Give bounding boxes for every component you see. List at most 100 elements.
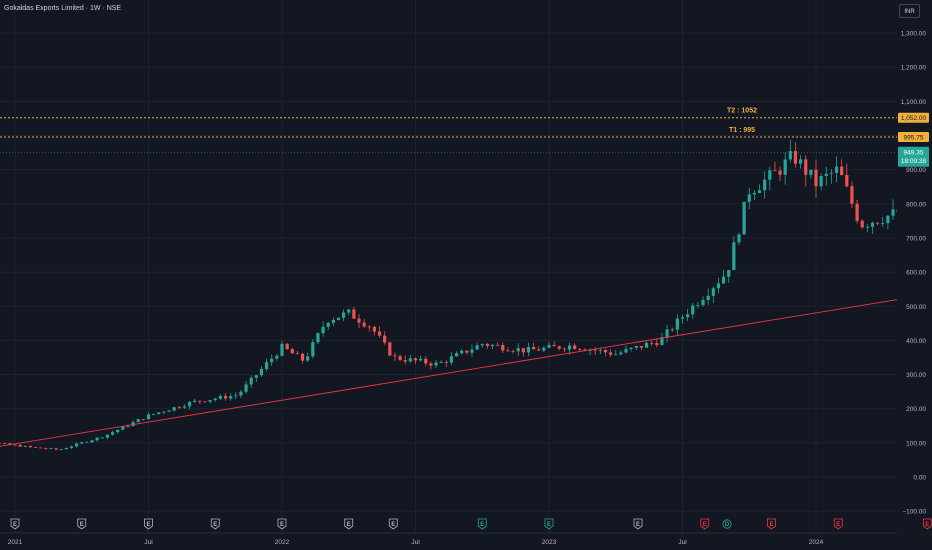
candle-body [624,349,628,353]
candle-body [54,448,58,450]
candle-body [680,317,685,319]
candle-body [0,443,2,445]
candle-body [691,305,695,315]
candle-body [644,342,649,348]
earnings-marker [833,518,843,530]
candle-body [198,400,202,402]
candle-body [413,358,418,361]
candle-body [131,422,135,426]
earnings-marker [633,518,643,530]
candle-body [162,411,166,413]
candle-body [311,342,315,357]
earnings-marker [544,518,554,530]
candle-body [187,401,192,407]
event-marker-letter: E [347,522,351,528]
current-price-tag [898,146,929,167]
candle-body [783,159,787,175]
candle-body [306,356,310,361]
candle-body [326,322,330,327]
candle-body [480,344,484,346]
candle-body [557,346,561,349]
event-marker-letter: E [80,522,84,528]
candle-body [105,434,110,438]
candle-body [75,443,79,447]
candle-body [403,359,407,362]
candle-body [264,362,269,369]
candle-body [732,242,736,270]
candle-body [182,406,187,408]
candle-body [526,347,531,353]
candle-body [531,347,536,350]
candle-body [675,318,679,330]
candle-body [121,426,125,430]
candle-body [218,395,222,399]
candle-body [234,395,238,397]
candle-body [152,413,156,415]
price-tick-label: 1,300.00 [901,31,927,38]
currency-button[interactable]: INR [899,4,920,18]
candle-body [824,173,828,176]
candle-body [388,342,392,356]
candle-body [33,447,38,448]
price-tick-label: 1,200.00 [901,65,927,72]
candle-body [336,317,341,320]
candle-body [870,222,875,227]
earnings-marker [144,518,153,530]
candle-body [177,407,181,408]
price-tick-label: 500.00 [906,304,926,311]
candle-body [747,194,751,202]
price-tick-label: 1,100.00 [901,99,927,106]
candle-body [809,169,813,175]
candle-body [634,345,638,348]
candle-body [18,444,22,447]
candle-body [865,226,869,228]
candle-body [331,319,335,323]
candle-body [321,326,325,334]
time-tick-label: 2022 [275,539,290,546]
candle-body [460,350,464,354]
event-marker-letter: E [146,522,150,528]
candle-body [609,352,613,355]
candle-body [69,446,74,449]
candle-body [239,391,243,396]
candle-body [639,345,644,348]
candle-body [157,412,161,414]
candle-body [254,375,258,378]
candle-body [686,314,690,318]
candle-body [727,269,731,277]
price-axis [897,0,932,550]
candle-body [768,170,772,180]
candle-body [562,348,567,350]
candle-body [860,220,864,228]
candle-body [439,362,443,363]
time-tick-label: Jul [678,539,687,546]
candle-body [367,326,371,328]
candle-body [804,159,808,175]
event-marker-letter: E [636,522,640,528]
candle-body [829,172,834,174]
candle-body [696,305,700,306]
event-marker-letter: E [13,522,17,528]
candle-body [819,175,823,187]
event-marker-letter: E [769,522,773,528]
candle-body [244,384,248,392]
price-tick-label: 200.00 [906,406,926,413]
event-marker-letter: E [480,522,484,528]
candle-body [90,440,94,443]
candle-body [80,442,84,444]
candle-body [110,432,115,435]
candle-body [891,209,895,216]
event-marker-letter: E [391,522,395,528]
earnings-marker [277,518,287,530]
price-tick-label: −100.00 [902,509,926,516]
candle-body [778,170,782,175]
candle-body [213,398,217,401]
candle-body [8,443,12,445]
candle-body [603,349,608,353]
target-price-tag-text: 995.75 [904,134,924,141]
candle-body [408,358,412,362]
event-marker-letter: E [836,522,840,528]
candle-body [290,349,294,354]
